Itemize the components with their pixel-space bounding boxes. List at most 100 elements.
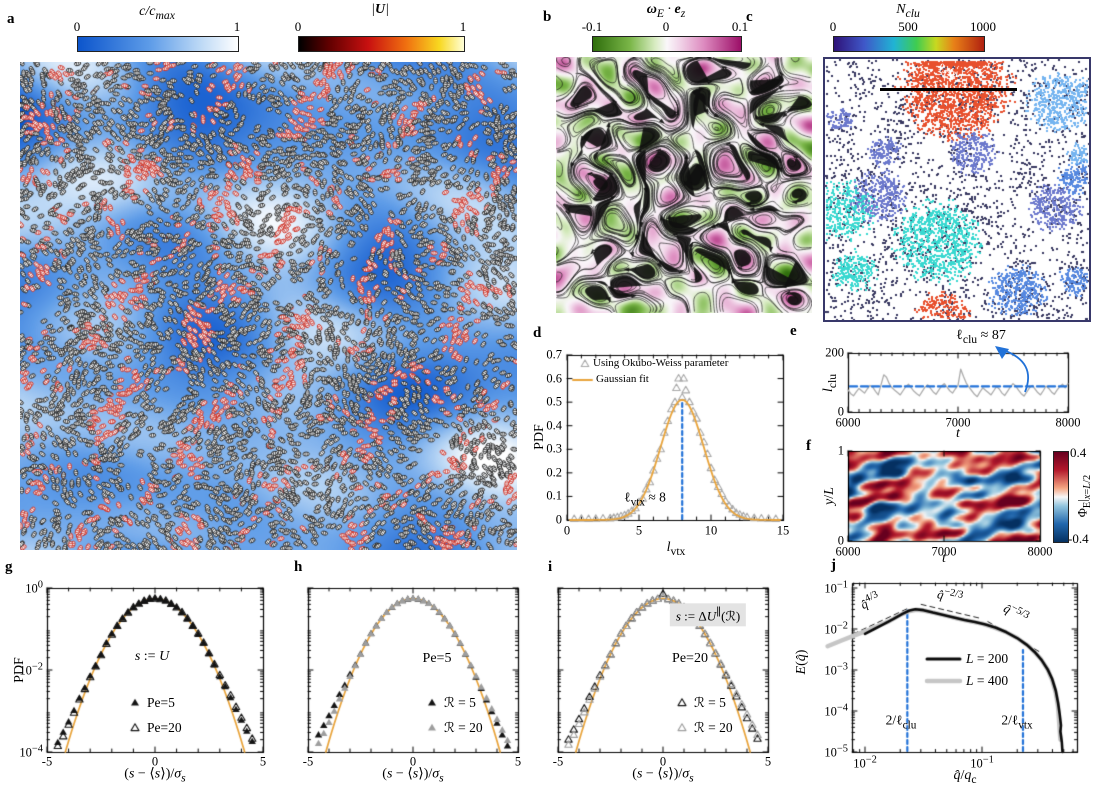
g-ytick: 10−4 [19, 743, 43, 760]
panel-label-e: e [790, 323, 797, 339]
e-xtick: 7000 [945, 415, 971, 430]
i-annotation: Pe=20 [672, 651, 708, 666]
f-ylabel: y/L [822, 487, 837, 505]
panel-label-i: i [548, 559, 553, 575]
i-legend-0: ℛ = 5 [694, 694, 726, 710]
e-xlabel: t [956, 426, 960, 441]
colorbar-speed [298, 36, 465, 52]
e-annotation-lclu: ℓclu ≈ 87 [956, 328, 1006, 346]
h-xtick: 0 [409, 754, 417, 769]
d-ytick: 0.2 [546, 465, 562, 480]
f-cbar-label: ΦE|x=L/2 [1075, 474, 1093, 518]
e-ylabel: lclu [821, 373, 839, 393]
d-legend-okubo-weiss: Using Okubo-Weiss parameter [593, 357, 729, 370]
f-ytick: 0 [837, 533, 844, 548]
h-xtick: -5 [302, 754, 314, 769]
g-xlabel: (s − ⟨s⟩)/σs [124, 766, 186, 785]
f-xtick: 7000 [931, 544, 957, 559]
f-cbar-bottom: -0.4 [1068, 531, 1089, 546]
d-ytick: 0.4 [546, 418, 562, 433]
d-ytick: 0 [555, 512, 562, 527]
colorbar-title-vorticity: ωE · ez [646, 2, 686, 20]
h-annotation: Pe=5 [422, 651, 452, 666]
panel-label-d: d [533, 325, 542, 341]
h-xlabel: (s − ⟨s⟩)/σs [382, 766, 444, 785]
g-annotation: s := U [134, 649, 170, 664]
g-xtick: 5 [259, 754, 267, 769]
e-ytick: 200 [825, 345, 844, 360]
colorbar-tick: 1000 [970, 19, 996, 34]
f-xlabel: t [942, 551, 946, 566]
j-xtick: 10−1 [970, 754, 994, 771]
d-ytick: 0.7 [546, 347, 562, 362]
panel-label-j: j [831, 557, 836, 573]
cluster-length-label: ℓclu [938, 62, 959, 80]
i-xtick: -5 [552, 754, 564, 769]
panel-label-h: h [294, 559, 303, 575]
cluster-length-line [880, 88, 1017, 91]
panel-label-c: c [746, 9, 753, 25]
g-ytick: 10−2 [19, 661, 43, 678]
colorbar-title-concentration: c/cmax [139, 4, 175, 22]
colorbar-tick: 0.1 [731, 19, 749, 34]
hi-shared-annotation: s := ΔU∥(ℛ) [669, 603, 747, 627]
d-ytick: 0.1 [546, 488, 562, 503]
f-xtick: 6000 [835, 544, 861, 559]
d-legend-gaussian-fit: Gaussian fit [596, 373, 649, 386]
j-ytick: 10−4 [824, 702, 848, 719]
lclu-arrow [995, 346, 1030, 393]
f-xtick: 8000 [1027, 544, 1053, 559]
g-xtick: 0 [151, 754, 159, 769]
colorbar-tick: 500 [898, 19, 918, 34]
j-xlabel: q̂/qc [953, 768, 977, 786]
colorbar-tick: 0 [73, 19, 81, 34]
e-xtick: 6000 [835, 415, 861, 430]
e-xtick: 8000 [1055, 415, 1081, 430]
colorbar-tick: 1 [233, 19, 241, 34]
h-xtick: 5 [514, 754, 522, 769]
j-ytick: 10−5 [824, 743, 848, 760]
colorbar-tick: 1 [459, 19, 467, 34]
d-xtick: 0 [563, 523, 571, 538]
d-ytick: 0.6 [546, 371, 562, 385]
g-legend-1: Pe=20 [147, 719, 182, 735]
j-ytick: 10−1 [824, 579, 848, 596]
j-vline-label-vtx: 2/ℓvtx [1001, 712, 1033, 732]
colorbar-cluster-size [833, 36, 985, 52]
i-xlabel: (s − ⟨s⟩)/σs [632, 766, 694, 785]
j-legend-0: L = 200 [966, 650, 1009, 666]
f-colorbar [1053, 451, 1069, 543]
i-xtick: 0 [659, 754, 667, 769]
j-vline-label-clu: 2/ℓclu [885, 712, 917, 732]
d-xlabel: lvtx [666, 540, 686, 558]
i-xtick: 5 [764, 754, 772, 769]
colorbar-tick: -0.1 [581, 19, 603, 34]
panel-label-g: g [5, 559, 13, 575]
d-ytick: 0.3 [546, 441, 562, 456]
colorbar-tick: 0 [829, 19, 837, 34]
colorbar-title-speed: |U| [371, 2, 389, 17]
d-xtick: 15 [776, 523, 790, 538]
colorbar-title-cluster-size: Nclu [896, 2, 920, 20]
colorbar-vorticity [592, 36, 742, 52]
d-xtick: 10 [704, 523, 718, 538]
j-ytick: 10−2 [824, 620, 848, 637]
g-ytick: 100 [25, 579, 43, 596]
g-legend-0: Pe=5 [147, 694, 175, 710]
f-cbar-top: 0.4 [1070, 445, 1087, 460]
j-ylabel: E(q̂) [794, 649, 809, 675]
panel-label-f: f [806, 438, 811, 454]
d-ytick: 0.5 [546, 394, 562, 409]
d-annotation-lvtx: ℓvtx ≈ 8 [624, 489, 666, 509]
h-legend-1: ℛ = 20 [444, 719, 483, 735]
f-ytick: 1 [837, 443, 844, 458]
j-ytick: 10−3 [824, 661, 848, 678]
panel-label-b: b [543, 9, 552, 25]
panel-label-a: a [7, 11, 15, 27]
colorbar-concentration [77, 36, 239, 52]
h-legend-0: ℛ = 5 [444, 694, 476, 710]
j-xtick: 10−2 [853, 754, 877, 771]
colorbar-tick: 0 [294, 19, 302, 34]
g-xtick: -5 [41, 754, 53, 769]
